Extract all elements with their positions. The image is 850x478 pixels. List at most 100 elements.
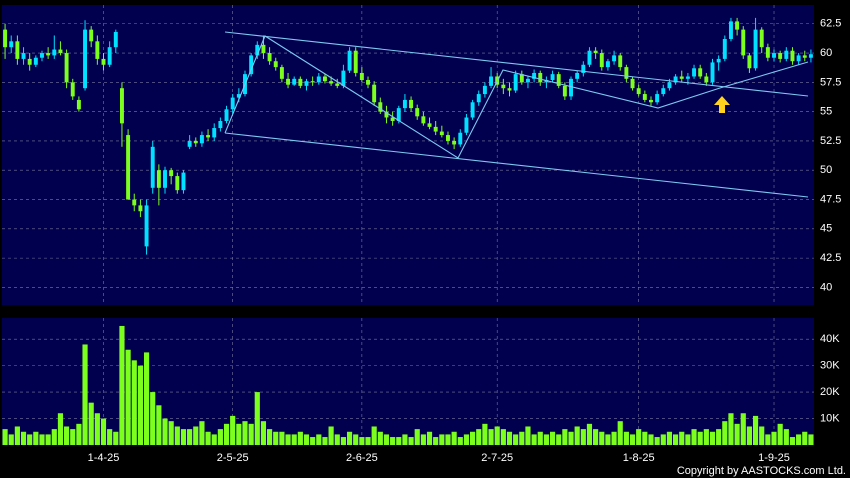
candle-body: [76, 99, 81, 110]
volume-bar: [39, 434, 45, 445]
volume-bar: [599, 431, 605, 445]
volume-bar: [574, 426, 580, 445]
volume-bar: [285, 434, 291, 445]
candle-body: [446, 135, 450, 141]
candle-body: [138, 205, 143, 212]
y-tick-label: 20K: [820, 386, 840, 398]
volume-bar: [636, 429, 642, 445]
candle-body: [366, 80, 370, 85]
candle-body: [230, 97, 235, 110]
volume-bar: [796, 434, 802, 445]
volume-bar: [100, 418, 107, 445]
volume-bar: [611, 431, 617, 445]
volume-bar: [76, 423, 82, 445]
candle-body: [267, 53, 272, 62]
y-tick-label: 10K: [820, 412, 840, 424]
y-tick-label: 52.5: [820, 135, 841, 147]
candle-body: [95, 41, 100, 59]
volume-bar: [420, 434, 426, 445]
candle-body: [107, 47, 112, 65]
y-tick-label: 42.5: [820, 252, 841, 264]
candle-body: [808, 54, 813, 58]
volume-bar: [808, 434, 814, 445]
trend-line: [224, 35, 809, 159]
candle-body: [322, 76, 327, 82]
volume-bar: [137, 365, 143, 445]
candle-body: [415, 108, 420, 117]
candle-body: [52, 49, 57, 56]
candle-body: [667, 82, 672, 89]
x-tick-label: 2-7-25: [481, 452, 513, 464]
candle-body: [692, 68, 697, 77]
volume-bar: [685, 434, 691, 445]
candle-body: [224, 109, 229, 122]
candle-body: [790, 50, 795, 62]
candle-body: [175, 176, 180, 191]
candle-body: [83, 29, 88, 89]
volume-bar: [273, 431, 279, 445]
volume-bar: [168, 421, 174, 445]
candle-body: [310, 81, 315, 83]
trend-line: [224, 31, 809, 97]
candle-body: [33, 57, 38, 65]
candle-body: [421, 116, 426, 124]
candle-body: [64, 53, 69, 83]
volume-bar: [310, 437, 316, 445]
candle-body: [593, 50, 598, 54]
volume-bar: [187, 429, 193, 445]
candle-body: [261, 44, 266, 54]
candle-body: [144, 205, 149, 247]
volume-bar: [709, 431, 716, 445]
candle-body: [396, 108, 401, 122]
volume-bar: [463, 434, 470, 445]
volume-bar: [371, 426, 377, 445]
volume-bar: [439, 434, 445, 445]
volume-bar: [193, 426, 199, 445]
volume-bar: [254, 392, 260, 445]
volume-bar: [33, 431, 39, 445]
y-tick-label: 30K: [820, 360, 840, 372]
volume-bar: [654, 437, 660, 445]
y-tick-label: 40: [820, 281, 832, 293]
volume-bar: [679, 431, 685, 445]
candle-body: [747, 55, 752, 69]
candle-body: [206, 135, 211, 138]
x-tick-label: 1-4-25: [88, 452, 120, 464]
volume-bar: [414, 429, 420, 445]
candle-body: [716, 58, 721, 63]
candle-body: [15, 41, 20, 59]
arrow-icon: [714, 96, 730, 113]
x-tick-label: 1-8-25: [623, 452, 655, 464]
candle-body: [390, 117, 395, 122]
candle-body: [433, 126, 438, 132]
volume-bar: [716, 429, 722, 445]
candle-body: [489, 76, 494, 86]
candle-body: [452, 140, 457, 145]
candle-body: [778, 53, 783, 59]
candle-body: [784, 50, 789, 59]
candle-body: [476, 94, 481, 103]
volume-bar: [451, 431, 457, 445]
volume-bar: [426, 431, 433, 445]
candle-body: [409, 99, 414, 109]
candle-body: [482, 85, 487, 95]
volume-bar: [402, 434, 408, 445]
y-tick-label: 55: [820, 106, 832, 118]
candle-body: [569, 78, 573, 97]
candle-body: [347, 50, 352, 71]
marks: [2, 17, 814, 445]
candle-body: [40, 53, 44, 58]
candle-body: [187, 140, 192, 147]
volume-bar: [623, 431, 629, 445]
volume-bar: [568, 431, 574, 445]
x-tick-label: 2-5-25: [217, 452, 249, 464]
volume-bar: [82, 344, 88, 445]
x-tick-label: 1-9-25: [758, 452, 790, 464]
volume-bar: [593, 429, 599, 445]
candle-body: [341, 70, 346, 86]
candle-body: [649, 99, 653, 103]
volume-bar: [267, 429, 273, 445]
volume-bar: [629, 434, 636, 445]
candle-body: [359, 72, 364, 80]
candle-body: [255, 44, 260, 56]
